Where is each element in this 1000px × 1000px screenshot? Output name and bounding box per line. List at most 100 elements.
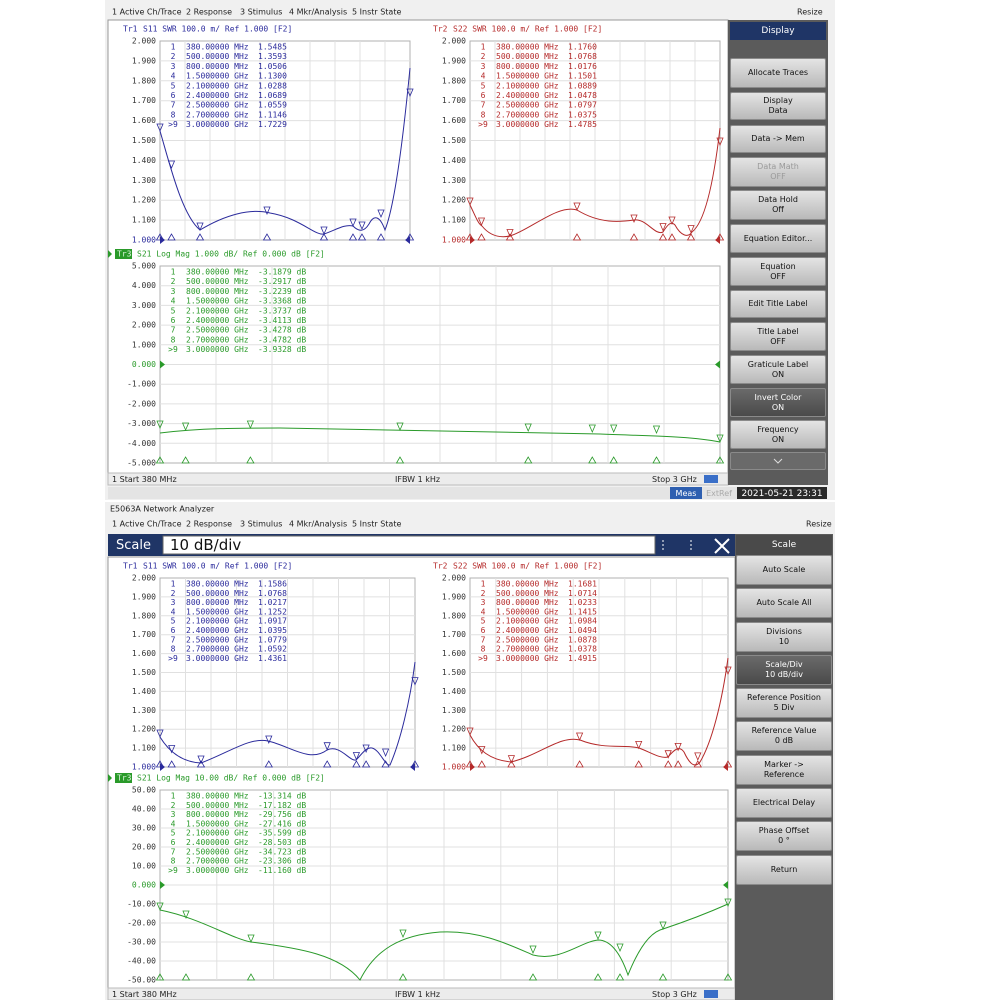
stimulus-marker [528,973,538,981]
menu-item[interactable]: 3 Stimulus [240,520,282,529]
y-tick-label: 5.000 [132,262,156,271]
marker [573,202,581,212]
softkey[interactable]: Reference Value 0 dB [736,721,832,751]
marker-number: 6 [481,626,486,635]
y-tick-label: 1.100 [442,744,466,753]
marker-frequency: 2.7000000 GHz [496,110,559,119]
stimulus-marker [673,760,683,768]
marker-value: 1.1760 [568,43,597,52]
stimulus-marker [395,456,405,464]
stimulus-marker [167,760,176,768]
softkey[interactable]: Frequency ON [730,420,826,449]
marker [362,744,370,754]
menu-item[interactable]: 1 Active Ch/Trace [112,8,182,17]
y-tick-label: 1.200 [442,196,466,205]
close-icon[interactable] [714,538,730,554]
softkey[interactable]: Divisions 10 [736,622,832,652]
marker-frequency: 2.5000000 GHz [496,101,559,110]
marker [594,931,602,941]
softkey[interactable]: Data -> Mem [730,125,826,153]
stimulus-marker [686,233,696,241]
y-tick-label: 0.000 [132,360,156,369]
softkey[interactable]: Allocate Traces [730,58,826,88]
softkey-label: Equation [760,261,796,271]
y-tick-label: 1.200 [132,725,156,734]
entry-input[interactable] [162,535,656,555]
y-tick-label: 2.000 [442,37,466,46]
marker [167,160,176,170]
resize-button[interactable]: Resize [806,520,832,529]
softkey-label: Edit Title Label [748,299,808,308]
resize-button[interactable]: Resize [797,8,823,17]
marker [588,424,596,434]
footer-clock [737,487,827,499]
scroll-down[interactable] [730,452,826,470]
menu-item[interactable]: 2 Response [186,8,232,17]
marker [181,422,190,432]
softkey[interactable]: Data Hold Off [730,190,826,220]
y-tick-label: 10.00 [132,862,156,871]
softkey-value: 0 ° [778,836,790,845]
y-tick-label: -4.000 [127,439,156,448]
y-tick-label: 1.500 [132,668,156,677]
marker-frequency: 380.00000 MHz [186,580,249,589]
softkey[interactable]: Edit Title Label [730,290,826,318]
softkey[interactable]: Equation OFF [730,257,826,286]
menu-item[interactable]: 3 Stimulus [240,8,282,17]
softkey[interactable]: Equation Editor... [730,224,826,253]
softkey[interactable]: Reference Position 5 Div [736,688,832,718]
marker-value: 1.1415 [568,607,597,616]
marker-frequency: 3.0000000 GHz [186,345,249,354]
marker-number: 6 [171,626,176,635]
y-tick-label: 1.800 [132,76,156,85]
marker-number: 5 [481,81,486,90]
softkey[interactable]: Auto Scale All [736,588,832,618]
marker-number: 2 [171,801,176,810]
y-tick-label: 1.800 [442,611,466,620]
softkey[interactable]: Title Label OFF [730,322,826,351]
trace-id: Tr1 [123,25,138,34]
menu-item[interactable]: 4 Mkr/Analysis [289,8,347,17]
y-tick-label: 1.000 [442,236,466,245]
softkey[interactable]: Data Math OFF [730,157,826,187]
marker-value: 1.0559 [258,101,287,110]
y-tick-label: 4.000 [132,281,156,290]
menu-item[interactable]: 4 Mkr/Analysis [289,520,347,529]
stimulus-marker [319,233,329,241]
marker-number: 2 [171,52,176,61]
stimulus-marker [155,233,165,241]
softkey[interactable]: Graticule Label ON [730,355,826,384]
y-tick-label: 1.100 [132,216,156,225]
softkey-label: Reference Position [747,693,821,702]
trace-curve [159,661,416,766]
softkey[interactable]: Scale/Div 10 dB/div [736,655,832,685]
y-tick-label: 20.00 [132,843,156,852]
menu-item[interactable]: 2 Response [186,520,232,529]
menu-item[interactable]: 5 Instr State [352,520,401,529]
stimulus-marker [155,760,165,768]
softkey[interactable]: Invert Color ON [730,388,826,417]
marker-value: 1.0889 [568,81,597,90]
marker-frequency: 2.4000000 GHz [496,626,559,635]
marker-value: 1.0375 [568,110,597,119]
softkey[interactable]: Auto Scale [736,555,832,585]
marker [466,727,474,737]
y-tick-label: 2.000 [132,574,156,583]
stimulus-marker [664,760,673,768]
menu-item[interactable]: 5 Instr State [352,8,401,17]
y-tick-label: 1.000 [132,236,156,245]
marker-number: >9 [478,120,488,129]
softkey[interactable]: Electrical Delay [736,788,832,818]
menu-item[interactable]: 1 Active Ch/Trace [112,520,182,529]
marker [156,420,164,430]
marker-value: -29.756 dB [258,810,306,819]
marker-frequency: 800.00000 MHz [496,598,559,607]
stimulus-marker [629,233,639,241]
softkey[interactable]: Display Data [730,92,826,120]
marker-number: >9 [168,120,178,129]
marker [320,226,328,236]
softkey[interactable]: Phase Offset 0 ° [736,821,832,851]
entry-label: Scale [116,538,151,553]
softkey[interactable]: Return [736,855,832,885]
softkey[interactable]: Marker -> Reference [736,755,832,785]
